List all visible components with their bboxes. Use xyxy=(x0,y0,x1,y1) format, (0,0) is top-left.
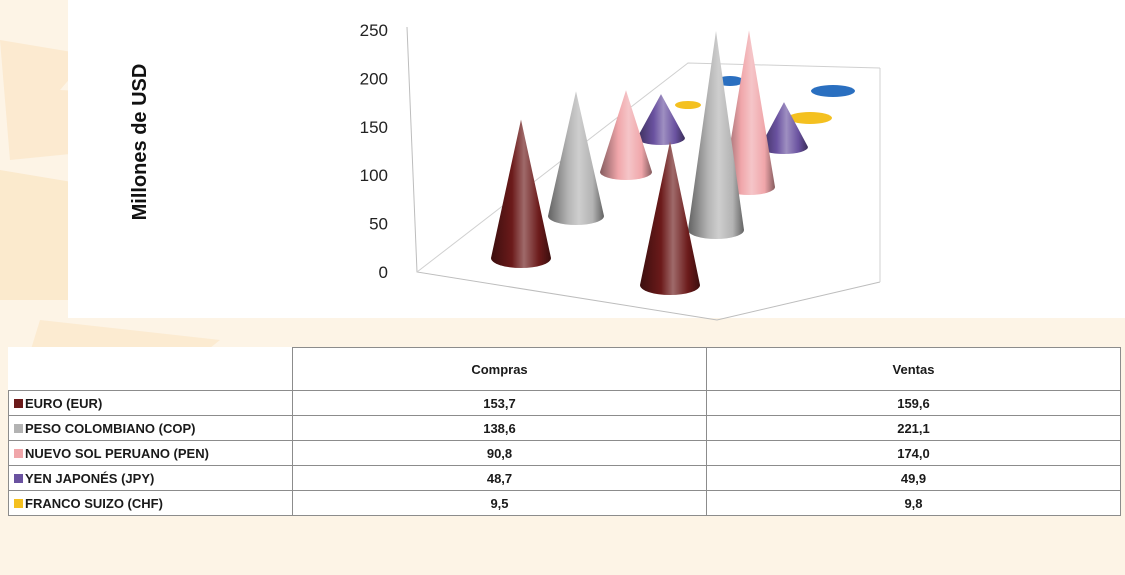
cone-chart: 0 50 100 150 200 250 xyxy=(360,21,881,321)
row-label-pen: NUEVO SOL PERUANO (PEN) xyxy=(8,440,293,466)
column-header-ventas: Ventas xyxy=(706,347,1121,391)
cell-pen-ventas: 174,0 xyxy=(706,440,1121,466)
table-row-eur: EURO (EUR) 153,7 159,6 xyxy=(8,390,1121,416)
y-tick-label: 150 xyxy=(360,118,388,137)
legend-swatch-cop xyxy=(14,423,23,433)
chart-frame xyxy=(406,26,881,321)
table-row-chf: FRANCO SUIZO (CHF) 9,5 9,8 xyxy=(8,490,1121,516)
y-tick-label: 200 xyxy=(360,69,388,88)
row-label-jpy: YEN JAPONÉS (JPY) xyxy=(8,465,293,491)
legend-swatch-jpy xyxy=(14,473,23,483)
y-tick-label: 100 xyxy=(360,166,388,185)
cone-chf-ventas xyxy=(788,112,832,124)
legend-text-pen: NUEVO SOL PERUANO (PEN) xyxy=(25,445,209,461)
column-header-compras: Compras xyxy=(292,347,707,391)
legend-swatch-chf xyxy=(14,498,23,508)
row-label-chf: FRANCO SUIZO (CHF) xyxy=(8,490,293,516)
cell-jpy-compras: 48,7 xyxy=(292,465,707,491)
cone-pen-compras xyxy=(600,90,652,180)
row-label-cop: PESO COLOMBIANO (COP) xyxy=(8,415,293,441)
cell-eur-compras: 153,7 xyxy=(292,390,707,416)
legend-swatch-eur xyxy=(14,398,23,408)
cone-pen-ventas xyxy=(723,30,775,195)
table-row-cop: PESO COLOMBIANO (COP) 138,6 221,1 xyxy=(8,415,1121,441)
row-label-eur: EURO (EUR) xyxy=(8,390,293,416)
y-tick-label: 250 xyxy=(360,21,388,40)
cell-eur-ventas: 159,6 xyxy=(706,390,1121,416)
legend-text-chf: FRANCO SUIZO (CHF) xyxy=(25,495,163,511)
cone-eur-ventas xyxy=(640,141,700,295)
table-row-pen: NUEVO SOL PERUANO (PEN) 90,8 174,0 xyxy=(8,440,1121,466)
legend-text-cop: PESO COLOMBIANO (COP) xyxy=(25,420,196,436)
cell-chf-compras: 9,5 xyxy=(292,490,707,516)
cell-pen-compras: 90,8 xyxy=(292,440,707,466)
y-tick-label: 50 xyxy=(369,215,388,234)
table-row-jpy: YEN JAPONÉS (JPY) 48,7 49,9 xyxy=(8,465,1121,491)
cone-cop-ventas xyxy=(688,30,744,239)
data-table: Compras Ventas EURO (EUR) 153,7 159,6 PE… xyxy=(8,347,1121,516)
legend-swatch-pen xyxy=(14,448,23,458)
chart-panel xyxy=(68,0,1125,318)
cone-jpy-ventas xyxy=(760,102,808,154)
cone-extra-ventas xyxy=(811,85,855,97)
y-tick-label: 0 xyxy=(379,263,388,282)
legend-text-eur: EURO (EUR) xyxy=(25,395,103,411)
cell-jpy-ventas: 49,9 xyxy=(706,465,1121,491)
cone-chf-compras xyxy=(675,101,701,109)
cone-eur-compras xyxy=(491,119,551,268)
cell-cop-compras: 138,6 xyxy=(292,415,707,441)
table-corner-cell xyxy=(8,347,293,391)
y-axis-label: Millones de USD xyxy=(129,63,151,221)
cone-cop-compras xyxy=(548,91,604,225)
cone-jpy-compras xyxy=(637,94,685,145)
legend-text-jpy: YEN JAPONÉS (JPY) xyxy=(25,470,155,486)
table-header-row: Compras Ventas xyxy=(8,347,1121,391)
cell-cop-ventas: 221,1 xyxy=(706,415,1121,441)
cell-chf-ventas: 9,8 xyxy=(706,490,1121,516)
